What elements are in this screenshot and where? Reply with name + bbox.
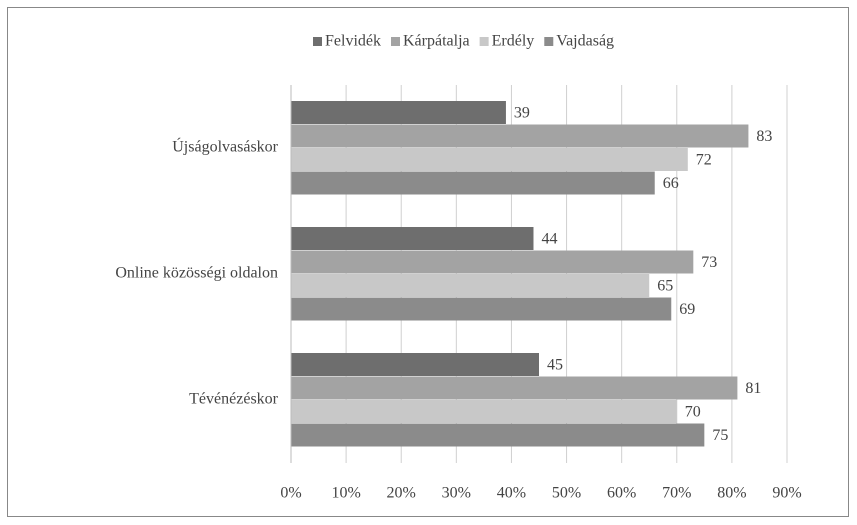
data-label: 65: [657, 277, 673, 294]
category-label: Tévénézéskor: [189, 391, 279, 408]
data-label: 44: [541, 230, 557, 247]
data-label: 81: [745, 380, 761, 397]
bar: [291, 148, 688, 171]
x-tick-label: 20%: [387, 485, 416, 502]
x-tick-label: 60%: [607, 485, 636, 502]
bar: [291, 297, 672, 321]
bar: [291, 227, 534, 250]
data-label: 75: [712, 427, 728, 444]
data-label: 45: [547, 356, 563, 373]
x-tick-label: 10%: [331, 485, 360, 502]
x-tick-label: 80%: [717, 485, 746, 502]
x-tick-label: 70%: [662, 485, 691, 502]
data-label: 39: [514, 104, 530, 121]
x-tick-label: 30%: [442, 485, 471, 502]
bar: [291, 423, 705, 447]
legend-swatch: [313, 37, 322, 46]
x-tick-label: 0%: [280, 485, 301, 502]
legend-swatch: [479, 37, 489, 46]
legend-label: Erdély: [492, 33, 535, 50]
bar: [291, 250, 694, 274]
legend-swatch: [544, 37, 554, 46]
data-label: 73: [701, 254, 717, 271]
bar: [291, 376, 738, 400]
legend-swatch: [391, 37, 400, 46]
data-label: 83: [756, 128, 772, 145]
legend-label: Felvidék: [325, 33, 381, 50]
bar: [291, 274, 650, 297]
bar: [291, 171, 655, 195]
category-label: Online közösségi oldalon: [115, 265, 278, 282]
x-tick-label: 90%: [772, 485, 801, 502]
bar: [291, 101, 506, 124]
data-label: 69: [679, 301, 695, 318]
bar: [291, 124, 749, 148]
x-tick-label: 40%: [497, 485, 526, 502]
category-label: Újságolvasáskor: [172, 137, 278, 156]
bar: [291, 400, 677, 423]
x-tick-label: 50%: [552, 485, 581, 502]
data-label: 72: [696, 151, 712, 168]
bar: [291, 353, 539, 376]
legend-label: Kárpátalja: [403, 33, 470, 50]
data-label: 66: [663, 175, 679, 192]
data-label: 70: [685, 403, 701, 420]
legend-label: Vajdaság: [556, 33, 614, 50]
